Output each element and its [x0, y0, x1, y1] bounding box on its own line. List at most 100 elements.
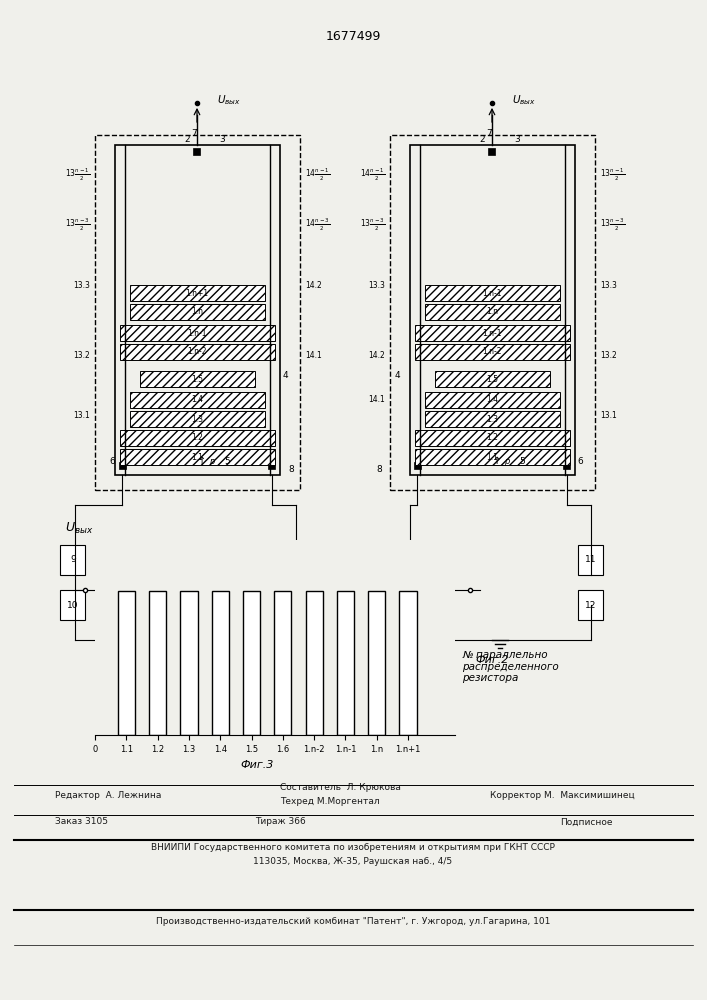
Text: 13.1: 13.1	[600, 410, 617, 420]
Text: 1.n-1: 1.n-1	[482, 328, 502, 338]
Text: 10: 10	[404, 600, 416, 609]
Text: 2: 2	[479, 135, 485, 144]
Bar	[115, 145, 280, 475]
Text: 14$\frac{n-3}{2}$: 14$\frac{n-3}{2}$	[305, 217, 330, 233]
Text: 1.2: 1.2	[486, 434, 498, 442]
Text: $U_{вых}$: $U_{вых}$	[65, 521, 93, 536]
Text: Заказ 3105: Заказ 3105	[55, 818, 108, 826]
Bar	[243, 591, 260, 735]
Text: 1.n: 1.n	[191, 308, 203, 316]
Text: 13.3: 13.3	[368, 280, 385, 290]
Text: № параллельно
распределенного
резистора: № параллельно распределенного резистора	[462, 650, 559, 683]
Bar	[415, 344, 570, 360]
Text: p: p	[209, 456, 215, 466]
Bar	[149, 591, 166, 735]
Text: ВНИИПИ Государственного комитета по изобретениям и открытиям при ГКНТ СССР: ВНИИПИ Государственного комитета по изоб…	[151, 842, 555, 852]
Text: 1.n-1: 1.n-1	[187, 328, 206, 338]
Bar	[305, 591, 322, 735]
Text: Подписное: Подписное	[560, 818, 612, 826]
Text: 9: 9	[70, 556, 76, 564]
Text: Фиг.2: Фиг.2	[475, 655, 509, 665]
Text: 1.n-1: 1.n-1	[482, 288, 502, 298]
Bar	[193, 148, 200, 155]
Text: 11: 11	[585, 556, 597, 564]
Text: 1.n-2: 1.n-2	[482, 348, 502, 357]
Text: 13$\frac{n-3}{2}$: 13$\frac{n-3}{2}$	[360, 217, 385, 233]
Text: p: p	[504, 456, 510, 466]
Bar	[415, 430, 570, 446]
Text: 6: 6	[577, 456, 583, 466]
Text: 1.3: 1.3	[191, 414, 203, 424]
Text: 1.n+1: 1.n+1	[185, 288, 209, 298]
Text: Составитель  Л. Крюкова: Составитель Л. Крюкова	[280, 784, 401, 792]
Text: 5: 5	[224, 456, 230, 466]
Bar	[119, 462, 126, 469]
Bar	[397, 545, 422, 575]
Bar	[425, 285, 560, 301]
Text: 13.3: 13.3	[73, 280, 90, 290]
Bar	[415, 449, 570, 465]
Text: 14$\frac{n-1}{2}$: 14$\frac{n-1}{2}$	[305, 167, 330, 183]
Text: 12: 12	[585, 600, 597, 609]
Text: Техред М.Моргентал: Техред М.Моргентал	[280, 798, 380, 806]
Bar	[425, 304, 560, 320]
Text: Тираж 366: Тираж 366	[255, 818, 305, 826]
Text: 10: 10	[67, 600, 78, 609]
Bar	[488, 148, 495, 155]
Text: 6: 6	[109, 456, 115, 466]
Text: 14.1: 14.1	[368, 395, 385, 404]
Bar	[120, 449, 275, 465]
Bar	[130, 285, 265, 301]
Text: 13.3: 13.3	[600, 280, 617, 290]
Bar	[425, 392, 560, 408]
Text: 13.2: 13.2	[600, 351, 617, 360]
Text: 13$\frac{n-3}{2}$: 13$\frac{n-3}{2}$	[65, 217, 90, 233]
Text: 1.1: 1.1	[486, 452, 498, 462]
Text: 1677499: 1677499	[325, 30, 380, 43]
Bar	[130, 392, 265, 408]
Bar	[120, 344, 275, 360]
Text: 13$\frac{n-1}{2}$: 13$\frac{n-1}{2}$	[600, 167, 625, 183]
Text: 14.2: 14.2	[305, 280, 322, 290]
Text: 113035, Москва, Ж-35, Раушская наб., 4/5: 113035, Москва, Ж-35, Раушская наб., 4/5	[253, 857, 452, 866]
Bar	[390, 135, 595, 490]
Bar	[414, 462, 421, 469]
Text: 1.2: 1.2	[191, 434, 203, 442]
Text: 13$\frac{n-1}{2}$: 13$\frac{n-1}{2}$	[65, 167, 90, 183]
Text: 7: 7	[191, 128, 197, 137]
Bar	[120, 430, 275, 446]
Bar	[120, 325, 275, 341]
Text: 1.4: 1.4	[191, 395, 203, 404]
Bar	[180, 591, 197, 735]
Text: 1.n-2: 1.n-2	[187, 348, 206, 357]
Text: 12: 12	[292, 600, 304, 609]
Bar	[410, 145, 575, 475]
Text: 1.5: 1.5	[191, 374, 203, 383]
Text: $U_{вых}$: $U_{вых}$	[512, 93, 536, 107]
Text: 14.2: 14.2	[368, 351, 385, 360]
Text: 1.1: 1.1	[191, 452, 203, 462]
Bar	[278, 590, 303, 620]
Bar	[563, 462, 570, 469]
Text: $U_{вых}$: $U_{вых}$	[217, 93, 241, 107]
Text: 4: 4	[282, 370, 288, 379]
Text: 13.2: 13.2	[74, 351, 90, 360]
Text: 7: 7	[486, 128, 492, 137]
Text: 8: 8	[288, 464, 293, 474]
Text: 13$\frac{n-3}{2}$: 13$\frac{n-3}{2}$	[600, 217, 625, 233]
Bar	[435, 371, 550, 387]
Text: ↑: ↑	[198, 456, 206, 466]
Bar	[399, 591, 416, 735]
Text: 5: 5	[519, 456, 525, 466]
Bar	[60, 545, 85, 575]
Text: 11: 11	[292, 556, 304, 564]
Bar	[95, 135, 300, 490]
Bar	[117, 591, 135, 735]
Text: $U_{пит}$: $U_{пит}$	[109, 583, 131, 597]
Text: ↑: ↑	[493, 456, 501, 466]
Text: 1.3: 1.3	[486, 414, 498, 424]
Bar	[130, 304, 265, 320]
Bar	[130, 411, 265, 427]
Text: Фиг.3: Фиг.3	[240, 760, 274, 770]
Bar	[368, 591, 385, 735]
